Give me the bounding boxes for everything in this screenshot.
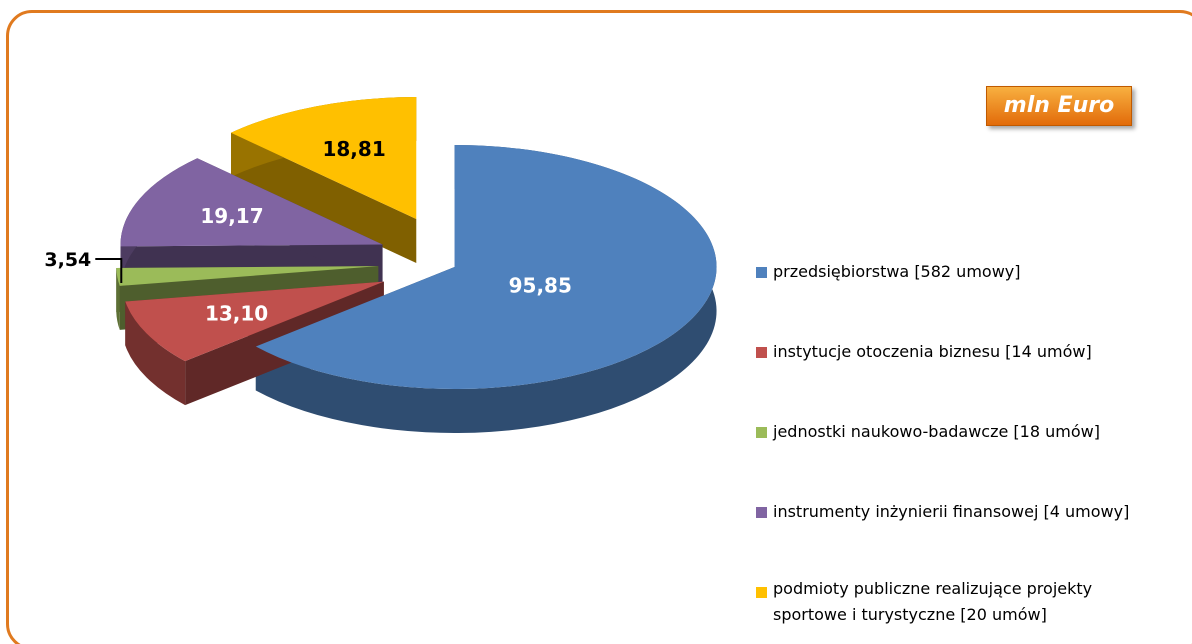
pie-slice	[255, 145, 717, 390]
unit-badge: mln Euro	[986, 86, 1132, 126]
legend-item: instytucje otoczenia biznesu [14 umów]	[756, 342, 1192, 422]
legend-label: podmioty publiczne realizujące projekty …	[773, 579, 1093, 624]
legend-item: instrumenty inżynierii finansowej [4 umo…	[756, 502, 1192, 582]
chart-frame	[6, 10, 1192, 644]
legend-label: instrumenty inżynierii finansowej [4 umo…	[773, 502, 1130, 521]
legend-item: przedsiębiorstwa [582 umowy]	[756, 262, 1192, 342]
legend: przedsiębiorstwa [582 umowy] instytucje o…	[756, 262, 1192, 644]
pie-slice	[116, 266, 379, 286]
slice-wall	[231, 132, 417, 264]
leader-line	[95, 257, 123, 283]
legend-label: instytucje otoczenia biznesu [14 umów]	[773, 342, 1092, 361]
data-label: 18,81	[322, 137, 385, 161]
legend-swatch	[756, 427, 767, 438]
legend-label: przedsiębiorstwa [582 umowy]	[773, 262, 1021, 281]
slice-side	[125, 301, 186, 406]
legend-item: podmioty publiczne realizujące projekty …	[756, 579, 1192, 644]
data-label: 13,10	[205, 302, 268, 326]
legend-item: jednostki naukowo-badawcze [18 umów]	[756, 422, 1192, 502]
pie-slice	[120, 158, 383, 247]
data-label: 3,54	[44, 249, 91, 271]
data-label: 95,85	[509, 273, 572, 297]
slice-side	[116, 267, 120, 330]
legend-swatch	[756, 267, 767, 278]
pie-slice	[125, 281, 384, 362]
legend-swatch	[756, 507, 767, 518]
legend-swatch	[756, 347, 767, 358]
data-label: 19,17	[200, 204, 263, 228]
slice-side	[255, 145, 717, 434]
legend-label: jednostki naukowo-badawcze [18 umów]	[773, 422, 1100, 441]
legend-swatch	[756, 587, 767, 598]
pie-slice	[231, 97, 417, 220]
